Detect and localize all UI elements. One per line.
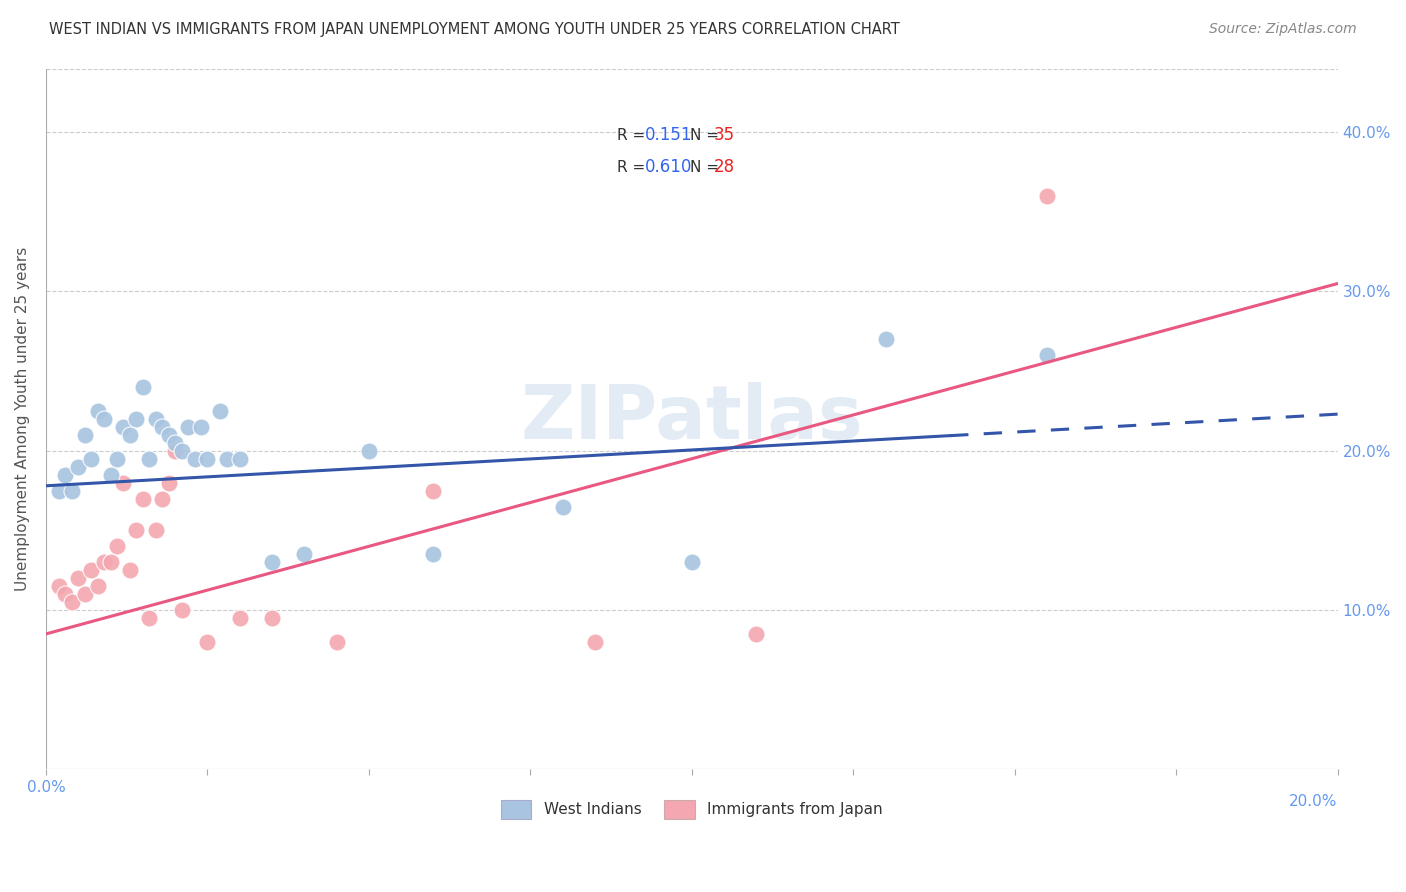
Point: [80, 451, 103, 466]
Point: [73, 587, 96, 601]
Point: [93, 412, 115, 426]
Point: [73, 427, 96, 442]
Point: [67, 571, 90, 585]
Point: [80, 563, 103, 577]
Point: [209, 404, 232, 418]
Text: WEST INDIAN VS IMMIGRANTS FROM JAPAN UNEMPLOYMENT AMONG YOUTH UNDER 25 YEARS COR: WEST INDIAN VS IMMIGRANTS FROM JAPAN UNE…: [49, 22, 900, 37]
Point: [118, 427, 141, 442]
Text: 35: 35: [714, 126, 735, 145]
Text: Source: ZipAtlas.com: Source: ZipAtlas.com: [1209, 22, 1357, 37]
Point: [197, 451, 219, 466]
Point: [325, 635, 347, 649]
Point: [125, 412, 148, 426]
Point: [150, 420, 173, 434]
Text: N =: N =: [690, 128, 724, 143]
Text: R =: R =: [617, 160, 650, 175]
Point: [165, 435, 187, 450]
Point: [150, 491, 173, 506]
Text: 28: 28: [714, 158, 735, 176]
Point: [145, 524, 167, 538]
Point: [292, 547, 315, 561]
Point: [67, 459, 90, 474]
Point: [60, 595, 83, 609]
Point: [86, 579, 108, 593]
Point: [583, 635, 606, 649]
Point: [132, 491, 155, 506]
Point: [745, 627, 768, 641]
Text: N =: N =: [690, 160, 724, 175]
Point: [177, 420, 200, 434]
Point: [197, 635, 219, 649]
Y-axis label: Unemployment Among Youth under 25 years: Unemployment Among Youth under 25 years: [15, 247, 30, 591]
Point: [422, 547, 444, 561]
Point: [138, 611, 160, 625]
Text: 0.610: 0.610: [645, 158, 692, 176]
Text: 20.0%: 20.0%: [1289, 794, 1337, 809]
Point: [357, 443, 380, 458]
Point: [215, 451, 238, 466]
Point: [170, 443, 193, 458]
Point: [228, 611, 250, 625]
Point: [157, 475, 180, 490]
Point: [105, 539, 128, 553]
Text: R =: R =: [617, 128, 650, 143]
Point: [105, 451, 128, 466]
Point: [125, 524, 148, 538]
Point: [165, 443, 187, 458]
Point: [422, 483, 444, 498]
Point: [93, 555, 115, 569]
Point: [145, 412, 167, 426]
Point: [681, 555, 703, 569]
Legend: West Indians, Immigrants from Japan: West Indians, Immigrants from Japan: [495, 794, 889, 825]
Point: [48, 579, 70, 593]
Point: [183, 451, 205, 466]
Point: [1036, 348, 1059, 362]
Point: [260, 555, 283, 569]
Point: [138, 451, 160, 466]
Point: [100, 555, 122, 569]
Point: [170, 603, 193, 617]
Text: ZIPatlas: ZIPatlas: [520, 383, 863, 456]
Point: [86, 404, 108, 418]
Point: [53, 587, 76, 601]
Text: 0.151: 0.151: [645, 126, 692, 145]
Point: [60, 483, 83, 498]
Point: [157, 427, 180, 442]
Point: [53, 467, 76, 482]
Point: [551, 500, 574, 514]
Point: [100, 467, 122, 482]
Point: [875, 332, 897, 346]
Point: [260, 611, 283, 625]
Point: [1036, 189, 1059, 203]
Point: [112, 420, 135, 434]
Point: [132, 380, 155, 394]
Point: [190, 420, 212, 434]
Point: [48, 483, 70, 498]
Point: [112, 475, 135, 490]
Point: [118, 563, 141, 577]
Point: [228, 451, 250, 466]
